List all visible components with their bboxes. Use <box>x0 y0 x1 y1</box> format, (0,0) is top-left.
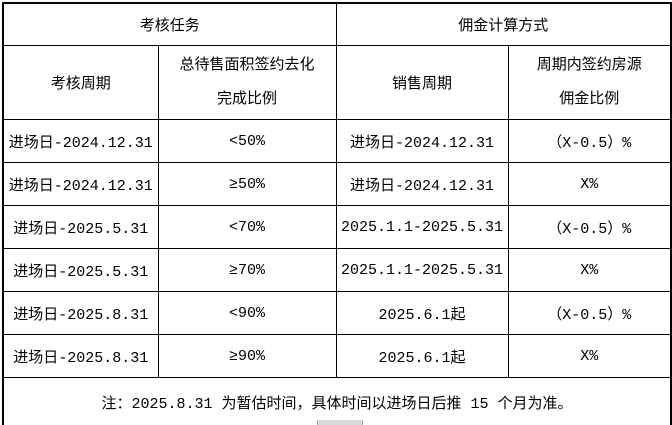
cell-sales-period: 2025.1.1-2025.5.31 <box>335 205 509 249</box>
cell-commission-ratio: X% <box>507 248 672 292</box>
cell-assessment-period: 进场日-2025.8.31 <box>2 334 159 378</box>
cell-assessment-period: 进场日-2025.5.31 <box>2 205 159 249</box>
table-row: 进场日-2025.8.31 <90% 2025.6.1起 （X-0.5）% <box>2 291 672 335</box>
header-commission-ratio-line2: 佣金比例 <box>559 90 620 108</box>
header-completion-ratio: 总待售面积签约去化 完成比例 <box>157 45 337 120</box>
header-completion-ratio-line2: 完成比例 <box>217 90 278 108</box>
cell-assessment-period: 进场日-2025.8.31 <box>2 291 159 335</box>
header-commission-method: 佣金计算方式 <box>335 2 672 46</box>
cell-completion-ratio: ≥70% <box>157 248 337 292</box>
header-sales-period: 销售周期 <box>335 45 509 120</box>
cell-commission-ratio: （X-0.5）% <box>507 291 672 335</box>
cell-sales-period: 进场日-2024.12.31 <box>335 119 509 163</box>
cell-sales-period: 2025.6.1起 <box>335 334 509 378</box>
cell-assessment-period: 进场日-2024.12.31 <box>2 162 159 206</box>
table-row: 进场日-2025.5.31 ≥70% 2025.1.1-2025.5.31 X% <box>2 248 672 292</box>
table-row: 进场日-2025.5.31 <70% 2025.1.1-2025.5.31 （X… <box>2 205 672 249</box>
cell-sales-period: 2025.6.1起 <box>335 291 509 335</box>
column-header-row: 考核周期 总待售面积签约去化 完成比例 销售周期 周期内签约房源 佣金比例 <box>2 45 672 120</box>
cell-completion-ratio: ≥50% <box>157 162 337 206</box>
cell-assessment-period: 进场日-2025.5.31 <box>2 248 159 292</box>
header-assessment-period: 考核周期 <box>2 45 159 120</box>
cell-sales-period: 2025.1.1-2025.5.31 <box>335 248 509 292</box>
table-row: 进场日-2024.12.31 <50% 进场日-2024.12.31 （X-0.… <box>2 119 672 163</box>
cell-sales-period: 进场日-2024.12.31 <box>335 162 509 206</box>
footnote-text: 注：2025.8.31 为暂估时间，具体时间以进场日后推 15 个月为准。 <box>2 377 672 425</box>
cell-commission-ratio: X% <box>507 334 672 378</box>
header-assessment-task: 考核任务 <box>2 2 337 46</box>
cell-completion-ratio: <70% <box>157 205 337 249</box>
cell-commission-ratio: （X-0.5）% <box>507 119 672 163</box>
table-row: 进场日-2025.8.31 ≥90% 2025.6.1起 X% <box>2 334 672 378</box>
cell-completion-ratio: <90% <box>157 291 337 335</box>
cell-commission-ratio: X% <box>507 162 672 206</box>
footnote-row: 注：2025.8.31 为暂估时间，具体时间以进场日后推 15 个月为准。 <box>2 377 672 425</box>
horizontal-scrollbar-thumb[interactable] <box>317 420 363 425</box>
header-commission-ratio: 周期内签约房源 佣金比例 <box>507 45 672 120</box>
cell-completion-ratio: ≥90% <box>157 334 337 378</box>
cell-assessment-period: 进场日-2024.12.31 <box>2 119 159 163</box>
group-header-row: 考核任务 佣金计算方式 <box>2 2 672 46</box>
cell-commission-ratio: （X-0.5）% <box>507 205 672 249</box>
header-completion-ratio-line1: 总待售面积签约去化 <box>179 56 315 74</box>
cell-completion-ratio: <50% <box>157 119 337 163</box>
table-row: 进场日-2024.12.31 ≥50% 进场日-2024.12.31 X% <box>2 162 672 206</box>
header-commission-ratio-line1: 周期内签约房源 <box>536 56 642 74</box>
